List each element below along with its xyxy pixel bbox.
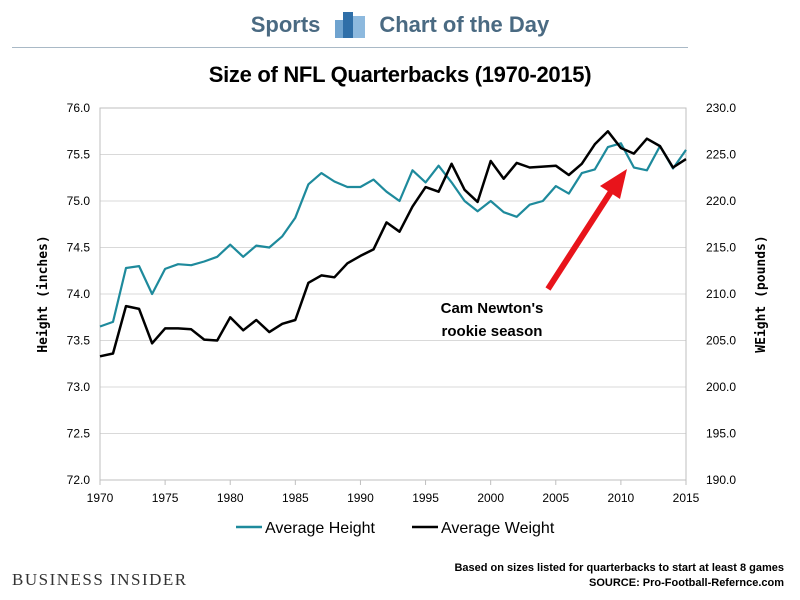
brand-row: Sports Chart of the Day	[0, 12, 800, 38]
average-weight-line	[99, 130, 687, 358]
y-tick-label: 72.0	[67, 473, 91, 487]
y2-axis-label: WEight (pounds)	[754, 235, 769, 352]
business-insider-logo: BUSINESS INSIDER	[12, 570, 188, 589]
y-tick-label: 73.5	[67, 334, 91, 348]
y2-tick-label: 190.0	[706, 473, 736, 487]
y2-tick-label: 195.0	[706, 427, 736, 441]
annotation-arrow-shaft	[545, 188, 615, 291]
y2-tick-label: 210.0	[706, 287, 736, 301]
x-tick-label: 2010	[608, 491, 635, 505]
annotation-line-1: Cam Newton's	[441, 300, 544, 317]
chart-of-day-logo-icon	[334, 12, 365, 38]
x-tick-label: 2015	[673, 491, 700, 505]
chart-title: Size of NFL Quarterbacks (1970-2015)	[208, 62, 592, 87]
y2-tick-label: 225.0	[706, 148, 736, 162]
x-tick-label: 1985	[282, 491, 309, 505]
sports-label: Sports	[250, 12, 321, 37]
y-tick-label: 74.0	[67, 287, 91, 301]
x-tick-label: 1970	[87, 491, 114, 505]
y2-tick-label: 230.0	[706, 101, 736, 115]
y-tick-label: 76.0	[67, 101, 91, 115]
y-tick-label: 75.0	[67, 194, 91, 208]
y2-tick-label: 205.0	[706, 334, 736, 348]
y2-tick-label: 215.0	[706, 241, 736, 255]
chart-of-day-label: Chart of the Day	[379, 12, 550, 37]
y-axis-label: Height (inches)	[36, 235, 51, 352]
x-tick-label: 2005	[542, 491, 569, 505]
y2-tick-label: 220.0	[706, 194, 736, 208]
y-tick-label: 74.5	[67, 241, 91, 255]
x-tick-label: 2000	[477, 491, 504, 505]
annotation-line-2: rookie season	[442, 323, 543, 340]
y-tick-label: 75.5	[67, 148, 91, 162]
header-bar: Sports Chart of the Day	[0, 0, 800, 50]
x-tick-label: 1975	[152, 491, 179, 505]
x-tick-label: 1995	[412, 491, 439, 505]
y-tick-label: 73.0	[67, 380, 91, 394]
y-tick-label: 72.5	[67, 427, 91, 441]
average-height-line	[99, 142, 687, 328]
legend-label-height: Average Height	[265, 520, 376, 537]
y2-tick-label: 200.0	[706, 380, 736, 394]
legend-label-weight: Average Weight	[441, 520, 555, 537]
header-divider	[12, 47, 688, 48]
annotation-arrow-head	[600, 169, 627, 199]
footnote: Based on sizes listed for quarterbacks t…	[454, 561, 784, 591]
x-tick-label: 1980	[217, 491, 244, 505]
x-tick-label: 1990	[347, 491, 374, 505]
footnote-note: Based on sizes listed for quarterbacks t…	[454, 562, 784, 574]
plot-area	[99, 107, 687, 481]
footnote-source: SOURCE: Pro-Football-Refernce.com	[589, 577, 784, 589]
